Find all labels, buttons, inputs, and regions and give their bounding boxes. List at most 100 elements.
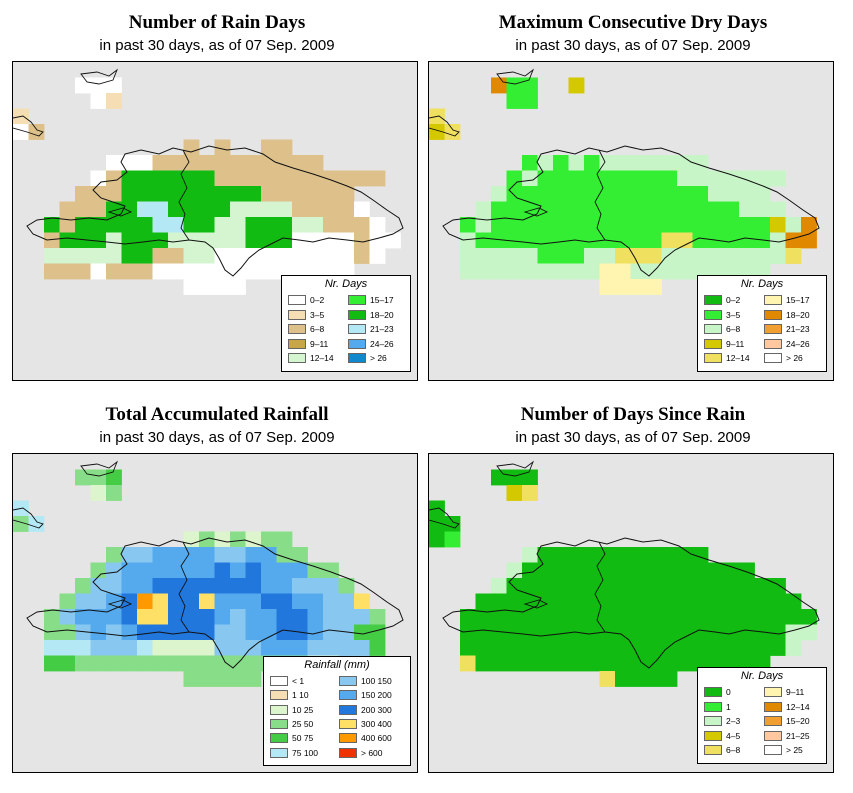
grid-cell [261,531,277,548]
grid-cell [338,186,355,202]
grid-cell [646,232,662,249]
grid-cell [584,232,600,249]
grid-cell [661,155,678,171]
grid-cell [553,640,569,656]
gonave-coastline [107,599,133,609]
grid-cell [553,562,569,579]
grid-cell [323,217,339,233]
grid-cell [584,578,600,594]
grid-cell [245,248,262,264]
grid-cell [214,232,231,249]
grid-cell [59,263,76,280]
grid-cell [506,578,523,594]
legend-swatch [704,324,722,335]
grid-cell [491,263,507,280]
legend-label: 25 50 [292,719,314,729]
grid-cell [615,201,631,218]
grid-cell [230,578,246,594]
grid-cell [661,217,678,233]
grid-cell [307,578,324,594]
grid-cell [491,578,507,594]
grid-cell [615,562,631,579]
grid-cell [168,217,184,233]
grid-cell [568,263,585,280]
grid-cell [522,562,538,579]
grid-cell [152,170,169,187]
grid-cell [230,562,246,579]
legend-swatch [764,716,782,727]
grid-cell [230,547,246,563]
legend-swatch [704,295,722,305]
grid-cell [475,640,492,656]
grid-cell [28,124,45,140]
legend-label: 2–3 [726,716,741,727]
grid-cell [584,248,600,264]
grid-cell [307,186,324,202]
grid-cell [584,155,600,171]
panel-title: Maximum Consecutive Dry Days [498,12,768,33]
grid-cell [630,671,647,687]
legend-swatch [288,353,306,364]
grid-cell [214,578,231,594]
grid-cell [677,263,693,280]
grid-cell [292,593,308,610]
country-border [178,541,190,633]
grid-cell [214,248,231,264]
grid-cell [661,547,678,563]
grid-cell [646,593,662,610]
grid-cell [584,624,600,641]
grid-cell [121,263,138,280]
grid-cell [584,593,600,610]
grid-cell [245,671,262,687]
grid-cell [307,155,324,171]
grid-cell [152,640,169,656]
grid-cell [292,201,308,218]
grid-cell [522,469,538,486]
legend-swatch [348,353,366,364]
grid-cell [307,609,324,625]
grid-cell [739,186,755,202]
grid-cell [44,263,60,280]
grid-cell [152,609,169,625]
grid-cell [168,593,184,610]
panel-title: Number of Rain Days [128,12,306,33]
grid-cell [506,624,523,641]
grid-cell [429,516,445,532]
grid-cell [137,624,153,641]
grid-cell [553,170,569,187]
grid-cell [323,578,339,594]
grid-cell [199,655,215,672]
grid-cell [770,217,786,233]
legend-label: 9–11 [726,338,745,349]
grid-cell [338,232,355,249]
legend-swatch [288,309,306,320]
grid-cell [106,640,122,656]
map-legend: Nr. Days 0–2 3–5 6–8 9–11 12–14 15–17 18–20 21–… [697,275,827,372]
grid-cell [723,562,740,579]
grid-cell [630,155,647,171]
grid-cell [245,170,262,187]
grid-cell [615,217,631,233]
grid-cell [183,609,200,625]
grid-cell [292,640,308,656]
grid-cell [183,186,200,202]
grid-cell [522,640,538,656]
map-area: Nr. Days 0 1 2–3 4–5 6–8 9–11 12–14 15–20 21–25 >… [428,453,834,773]
grid-cell [261,624,277,641]
grid-cell [13,124,29,140]
grid-cell [75,217,91,233]
grid-cell [630,217,647,233]
legend-swatch [339,733,357,744]
grid-cell [90,609,107,625]
grid-cell [261,217,277,233]
grid-cell [770,170,786,187]
panel-subtitle: in past 30 days, as of 07 Sep. 2009 [515,37,751,54]
grid-cell [491,640,507,656]
grid-cell [677,624,693,641]
grid-cell [137,562,153,579]
grid-cell [599,609,616,625]
cuba-coastline [429,115,460,137]
grid-cell [692,201,709,218]
grid-cell [183,531,200,548]
inagua-coastline [80,460,119,477]
